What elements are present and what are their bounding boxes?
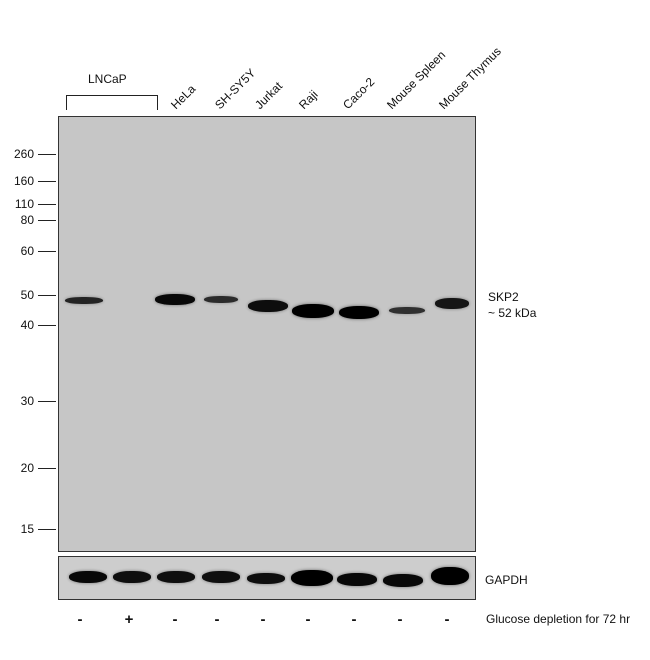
skp2-band-lane-5 xyxy=(248,300,288,312)
mw-label-50: 50 xyxy=(20,288,34,302)
treatment-sign-lane-3: - xyxy=(172,611,178,628)
treatment-sign-lane-6: - xyxy=(305,611,311,628)
gapdh-band-lane-4 xyxy=(202,571,240,583)
lncap-bracket xyxy=(66,95,158,110)
gapdh-blot-panel xyxy=(58,556,476,600)
group-label-lncap: LNCaP xyxy=(88,72,127,86)
gapdh-band-lane-3 xyxy=(157,571,195,583)
gapdh-band-lane-8 xyxy=(383,574,423,587)
mw-tick-15 xyxy=(38,529,56,530)
treatment-sign-lane-4: - xyxy=(214,611,220,628)
skp2-band-lane-1 xyxy=(65,297,103,304)
mw-tick-160 xyxy=(38,181,56,182)
mw-label-110: 110 xyxy=(14,197,34,211)
skp2-band-lane-6 xyxy=(292,304,334,318)
mw-label-160: 160 xyxy=(13,174,34,188)
gapdh-band-lane-5 xyxy=(247,573,285,584)
treatment-sign-lane-5: - xyxy=(260,611,266,628)
target-label-kda: ~ 52 kDa xyxy=(488,306,537,320)
lane-label-jurkat: Jurkat xyxy=(252,78,286,112)
mw-tick-80 xyxy=(38,220,56,221)
treatment-label: Glucose depletion for 72 hr xyxy=(486,612,631,626)
target-label-skp2: SKP2 xyxy=(488,290,519,304)
skp2-band-lane-3 xyxy=(155,294,195,305)
gapdh-band-lane-1 xyxy=(69,571,107,583)
mw-label-15: 15 xyxy=(20,522,34,536)
mw-tick-40 xyxy=(38,325,56,326)
loading-control-label: GAPDH xyxy=(485,573,528,587)
mw-label-260: 260 xyxy=(13,147,34,161)
mw-label-20: 20 xyxy=(20,461,34,475)
treatment-sign-lane-7: - xyxy=(351,611,357,628)
mw-tick-20 xyxy=(38,468,56,469)
mw-tick-260 xyxy=(38,154,56,155)
treatment-sign-lane-8: - xyxy=(397,611,403,628)
mw-tick-50 xyxy=(38,295,56,296)
skp2-band-lane-9 xyxy=(435,298,469,309)
mw-tick-110 xyxy=(38,204,56,205)
skp2-band-lane-8 xyxy=(389,307,425,314)
treatment-sign-lane-9: - xyxy=(444,611,450,628)
lane-label-raji: Raji xyxy=(296,87,321,112)
skp2-band-lane-4 xyxy=(204,296,238,303)
mw-tick-30 xyxy=(38,401,56,402)
skp2-band-lane-7 xyxy=(339,306,379,319)
gapdh-band-lane-2 xyxy=(113,571,151,583)
lane-label-caco-2: Caco-2 xyxy=(340,74,378,112)
skp2-blot-panel xyxy=(58,116,476,552)
gapdh-band-lane-7 xyxy=(337,573,377,586)
lane-label-hela: HeLa xyxy=(168,81,199,112)
treatment-sign-lane-2: + xyxy=(124,611,134,628)
gapdh-band-lane-6 xyxy=(291,570,333,586)
lane-label-mouse-thymus: Mouse Thymus xyxy=(436,44,504,112)
lane-label-sh-sy5y: SH-SY5Y xyxy=(212,65,259,112)
mw-tick-60 xyxy=(38,251,56,252)
mw-label-30: 30 xyxy=(20,394,34,408)
mw-label-80: 80 xyxy=(20,213,34,227)
treatment-sign-lane-1: - xyxy=(77,611,83,628)
gapdh-band-lane-9 xyxy=(431,567,469,585)
mw-label-60: 60 xyxy=(20,244,34,258)
mw-label-40: 40 xyxy=(20,318,34,332)
